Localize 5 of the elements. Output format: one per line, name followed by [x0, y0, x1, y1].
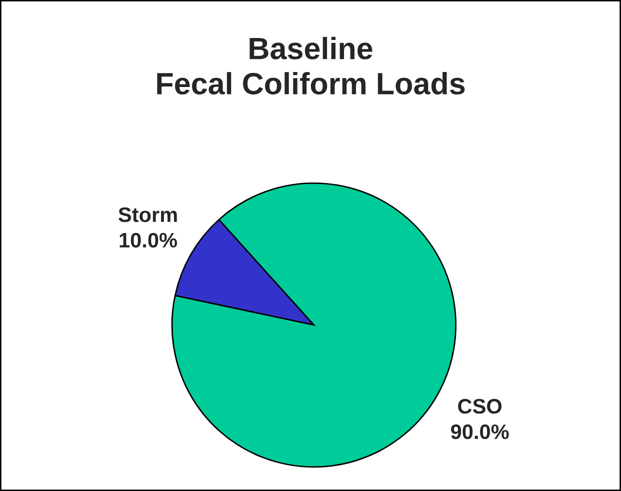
data-label: 10.0%: [120, 232, 178, 248]
data-label: 90.0%: [451, 424, 509, 440]
slice-label: Storm: [118, 207, 177, 222]
chart-title: Baseline Fecal Coliform Loads: [157, 36, 465, 95]
slice-label: CSO: [458, 398, 502, 414]
